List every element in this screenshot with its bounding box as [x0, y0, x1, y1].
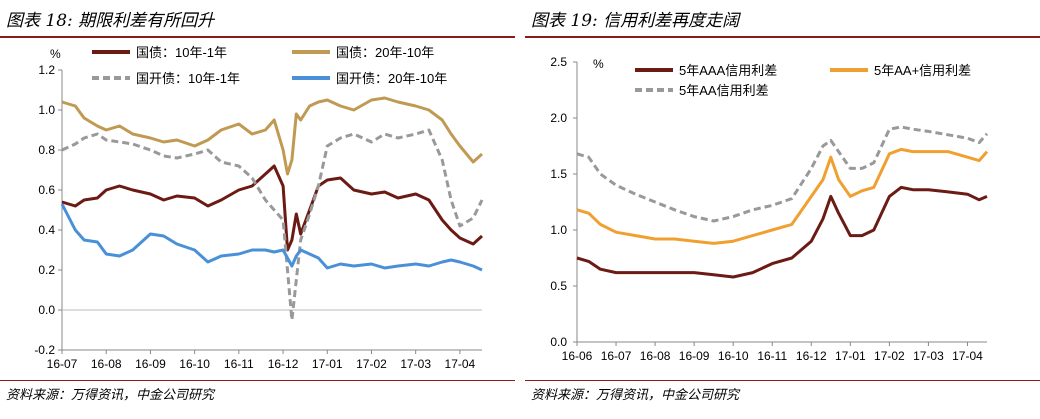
y-tick-label: 1.0: [550, 223, 567, 237]
series-line-3: [61, 128, 484, 322]
x-tick-label: 16-06: [562, 349, 593, 363]
x-tick-label: 16-11: [757, 349, 787, 363]
y-tick-label: 0.2: [38, 263, 55, 277]
left-title-rule: [0, 36, 515, 38]
right-source-note: 资料来源：万得资讯，中金公司研究: [531, 388, 740, 403]
y-tick-label: 0.6: [38, 183, 55, 197]
y-tick-label: 0.5: [550, 279, 567, 293]
left-figure-title: 图表 18: 期限利差有所回升: [6, 11, 215, 31]
y-tick-label: 0.4: [38, 223, 55, 237]
x-tick-label: 16-09: [135, 357, 166, 371]
series-line-3: [576, 125, 989, 223]
y-tick-label: 2.0: [550, 111, 567, 125]
x-tick-label: 16-09: [679, 349, 710, 363]
right-figure-title: 图表 19: 信用利差再度走阔: [531, 11, 740, 31]
series-line-1: [61, 164, 484, 252]
credit-spread-chart: 2.5 2.0 1.5 1.0 0.5 0.016-06 16-07 16-08 16-09 16…: [550, 55, 989, 363]
x-tick-label: 17-01: [312, 357, 343, 371]
legend-label-4: 国开债：20年-10年: [336, 71, 447, 86]
series-line-1: [576, 185, 988, 279]
series-line-2: [61, 96, 484, 176]
x-tick-label: 16-07: [47, 357, 78, 371]
x-tick-label: 16-11: [224, 357, 254, 371]
x-tick-label: 16-10: [179, 357, 210, 371]
y-tick-label: 0.0: [550, 335, 567, 349]
left-source-note: 资料来源：万得资讯，中金公司研究: [6, 388, 215, 403]
y-tick-label: 1.0: [38, 103, 55, 117]
right-figure-panel: 图表 19: 信用利差再度走阔 2.5 2.0 1.5 1.0 0.5 0.0 16-06 1…: [525, 0, 1040, 419]
series-line-2: [576, 147, 989, 245]
y-unit-label: %: [50, 47, 61, 61]
right-source-rule: [525, 380, 1040, 381]
y-tick-label: 0.0: [38, 303, 55, 317]
term-spread-chart: 1.2 1.0 0.8 0.6 0.4 0.2 0.0 -0.216-07 16-08 16-09…: [34, 45, 484, 371]
x-tick-label: 16-08: [91, 357, 122, 371]
x-tick-label: 17-04: [445, 357, 476, 371]
legend-label-3: 国开债：10年-1年: [136, 71, 240, 86]
x-tick-label: 17-02: [356, 357, 387, 371]
left-figure-panel: 图表 18: 期限利差有所回升 1.2 1.0 0.8 0.6 0.4 0.2 0.0 -0.…: [0, 0, 515, 419]
x-tick-label: 17-03: [400, 357, 431, 371]
y-unit-label: %: [593, 57, 604, 71]
x-tick-label: 17-02: [874, 349, 905, 363]
x-tick-label: 17-04: [952, 349, 983, 363]
x-tick-label: 17-03: [913, 349, 944, 363]
x-tick-label: 16-08: [640, 349, 671, 363]
x-tick-label: 16-10: [718, 349, 749, 363]
y-tick-label: 1.2: [38, 63, 55, 77]
y-tick-label: 1.5: [550, 167, 567, 181]
legend-label-2: 国债：20年-10年: [336, 45, 434, 60]
y-tick-label: 0.8: [38, 143, 55, 157]
legend-label-2: 5年AA+信用利差: [874, 63, 971, 78]
right-title-rule: [525, 36, 1040, 38]
y-tick-label: 2.5: [550, 55, 567, 69]
series-line-4: [60, 203, 483, 272]
left-source-rule: [0, 380, 515, 381]
legend-label-3: 5年AA信用利差: [679, 83, 769, 98]
x-tick-label: 16-12: [268, 357, 299, 371]
x-tick-label: 16-07: [601, 349, 632, 363]
x-tick-label: 17-01: [835, 349, 866, 363]
legend-label-1: 国债：10年-1年: [136, 45, 227, 60]
y-tick-label: -0.2: [34, 343, 55, 357]
legend-label-1: 5年AAA信用利差: [679, 63, 777, 78]
x-tick-label: 16-12: [796, 349, 827, 363]
